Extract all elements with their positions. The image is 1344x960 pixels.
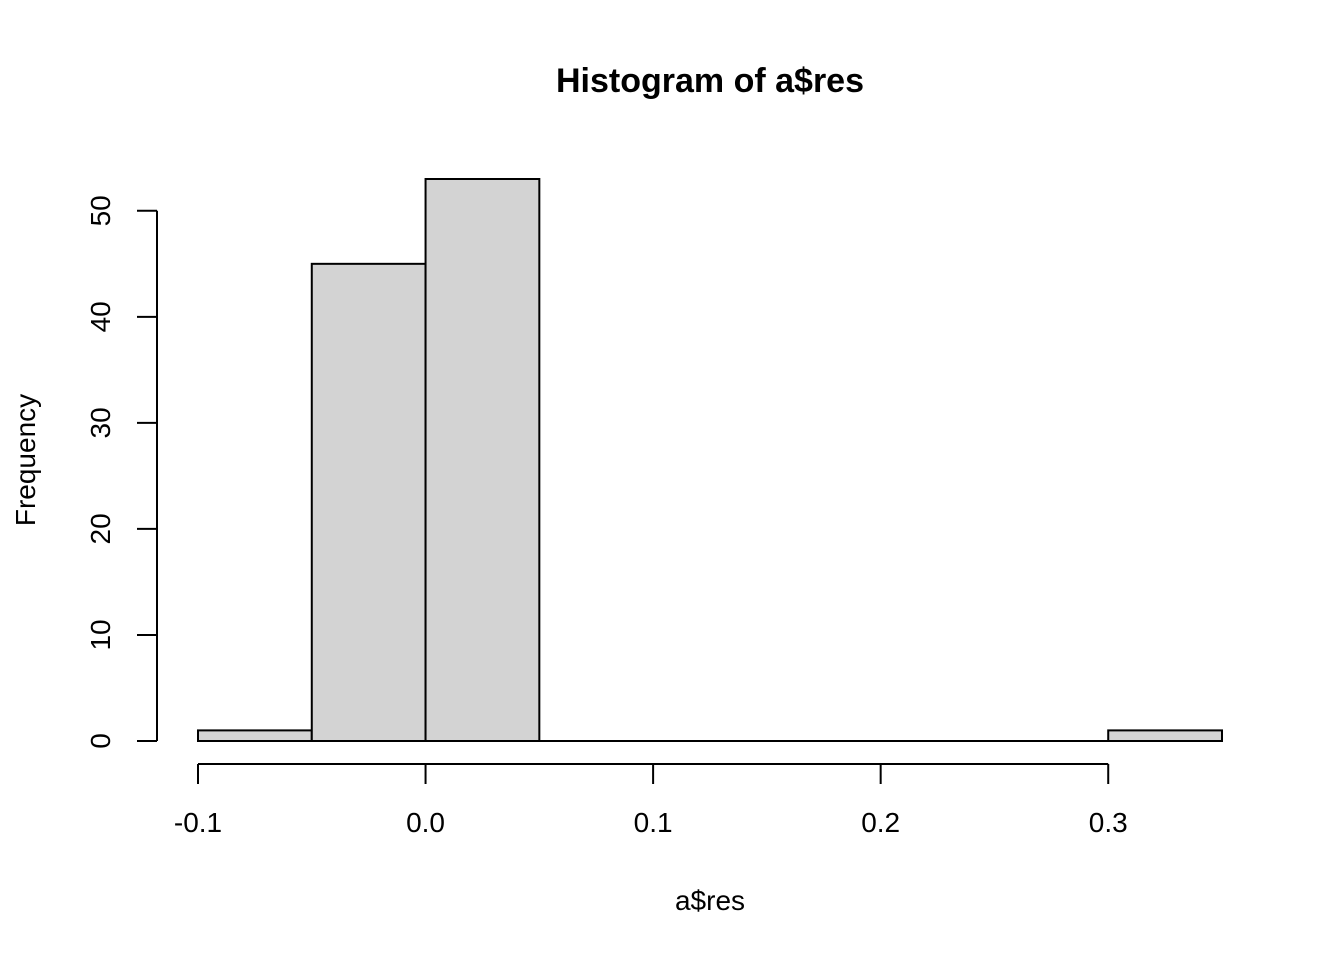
y-tick-label: 50 (85, 195, 116, 226)
histogram-bar (1107, 729, 1223, 743)
y-tick-label: 40 (85, 301, 116, 332)
chart-title: Histogram of a$res (556, 62, 864, 100)
histogram-bar (310, 262, 427, 742)
x-tick-label: 0.0 (406, 807, 445, 838)
histogram-bars (197, 178, 1223, 743)
x-tick-label: 0.2 (861, 807, 900, 838)
x-tick-label: 0.1 (634, 807, 673, 838)
y-tick-label: 20 (85, 513, 116, 544)
x-axis-label: a$res (675, 885, 745, 916)
y-tick-label: 0 (85, 733, 116, 749)
y-tick-label: 10 (85, 619, 116, 650)
y-tick-label: 30 (85, 407, 116, 438)
histogram-bar (424, 178, 541, 742)
x-tick-label: -0.1 (174, 807, 222, 838)
x-tick-label: 0.3 (1089, 807, 1128, 838)
histogram-bar (197, 729, 313, 743)
y-axis: 0 10 20 30 40 50 (85, 195, 158, 749)
x-axis: -0.1 0.0 0.1 0.2 0.3 (174, 763, 1128, 838)
y-axis-label: Frequency (10, 394, 41, 526)
